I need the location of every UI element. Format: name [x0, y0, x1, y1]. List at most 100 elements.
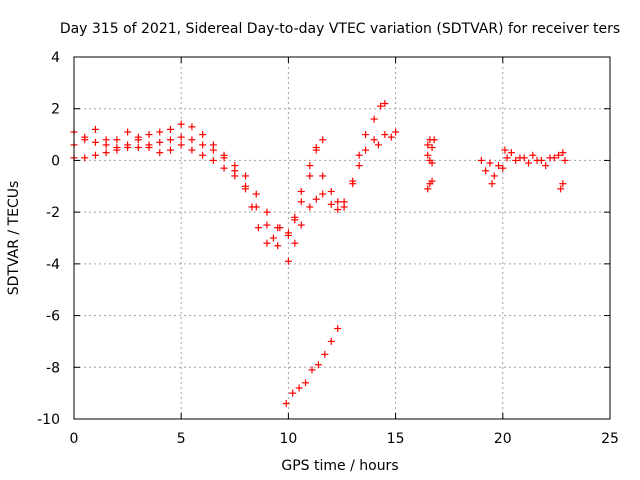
data-point: [188, 136, 196, 144]
data-point: [334, 325, 342, 332]
data-point: [306, 203, 314, 211]
data-point: [177, 120, 185, 128]
data-point: [362, 131, 370, 139]
series-track-a: [70, 128, 400, 265]
data-point: [488, 180, 496, 188]
data-point: [503, 154, 511, 162]
data-point: [370, 115, 378, 123]
data-point: [177, 133, 185, 141]
data-point: [248, 203, 256, 211]
data-point: [252, 190, 260, 198]
data-point: [269, 234, 277, 242]
data-point: [91, 125, 99, 133]
data-point: [542, 162, 550, 170]
data-point: [156, 149, 164, 157]
data-point: [533, 156, 541, 164]
data-point: [306, 172, 314, 180]
series-track-d: [282, 325, 342, 407]
data-point: [199, 131, 207, 139]
data-point: [550, 154, 558, 162]
x-tick-label: 20: [494, 431, 512, 447]
data-point: [284, 231, 292, 239]
data-point: [242, 185, 250, 193]
series-track-b: [70, 100, 389, 237]
data-point: [486, 159, 494, 167]
data-point: [188, 146, 196, 154]
data-point: [291, 216, 299, 224]
y-tick-label: -6: [46, 309, 60, 325]
data-point: [284, 257, 292, 265]
data-point: [166, 146, 174, 154]
data-point: [113, 136, 121, 144]
data-point: [199, 151, 207, 159]
data-point: [199, 141, 207, 149]
data-point: [289, 389, 297, 397]
data-point: [381, 100, 389, 108]
y-tick-label: -8: [46, 360, 60, 376]
data-point: [319, 190, 327, 198]
data-point: [312, 144, 320, 151]
data-point: [297, 221, 305, 229]
data-point: [327, 337, 335, 345]
y-tick-label: 4: [51, 50, 60, 66]
chart-title: Day 315 of 2021, Sidereal Day-to-day VTE…: [60, 21, 620, 37]
data-point: [559, 180, 567, 188]
data-point: [134, 133, 142, 141]
grid-lines: [74, 57, 610, 419]
data-point: [334, 206, 342, 214]
data-point: [482, 167, 490, 175]
data-point: [490, 172, 498, 180]
x-tick-label: 25: [601, 431, 619, 447]
data-point: [242, 172, 250, 180]
data-point: [209, 141, 217, 149]
data-point: [424, 185, 432, 193]
data-point: [102, 141, 110, 149]
y-tick-label: -2: [46, 205, 60, 221]
data-point: [525, 159, 533, 167]
y-tick-label: -10: [37, 412, 60, 428]
data-point: [512, 156, 520, 164]
data-point: [263, 208, 271, 216]
data-point: [559, 149, 567, 157]
series-track-f: [477, 146, 569, 193]
data-point: [156, 128, 164, 136]
data-point: [555, 151, 563, 159]
data-point: [134, 144, 142, 151]
x-axis-label: GPS time / hours: [281, 458, 398, 474]
data-point: [145, 131, 153, 139]
data-point: [377, 102, 385, 110]
data-point: [355, 151, 363, 159]
data-point: [430, 136, 438, 144]
data-point: [501, 146, 509, 154]
data-point: [387, 133, 395, 141]
plot-frame: [73, 56, 611, 420]
data-point: [327, 200, 335, 208]
data-point: [295, 384, 303, 392]
x-tick-label: 5: [177, 431, 186, 447]
data-point: [477, 156, 485, 164]
data-point: [188, 123, 196, 131]
data-point: [424, 151, 432, 159]
data-point: [291, 239, 299, 247]
data-point: [81, 154, 89, 162]
data-point: [529, 151, 537, 159]
x-tick-label: 0: [70, 431, 79, 447]
data-point: [297, 187, 305, 195]
data-point: [428, 177, 436, 185]
data-point: [274, 242, 282, 250]
data-point: [231, 162, 239, 170]
series-track-e: [424, 136, 438, 193]
data-point: [392, 128, 400, 136]
data-point: [314, 361, 322, 369]
data-point: [374, 141, 382, 149]
y-tick-label: 0: [51, 153, 60, 169]
data-point: [428, 144, 436, 151]
data-point: [495, 162, 503, 170]
x-tick-label: 10: [279, 431, 297, 447]
y-tick-label: -4: [46, 257, 60, 273]
data-point: [231, 172, 239, 180]
data-point: [312, 195, 320, 203]
data-point: [263, 221, 271, 229]
data-point: [254, 224, 262, 232]
data-point: [91, 151, 99, 159]
